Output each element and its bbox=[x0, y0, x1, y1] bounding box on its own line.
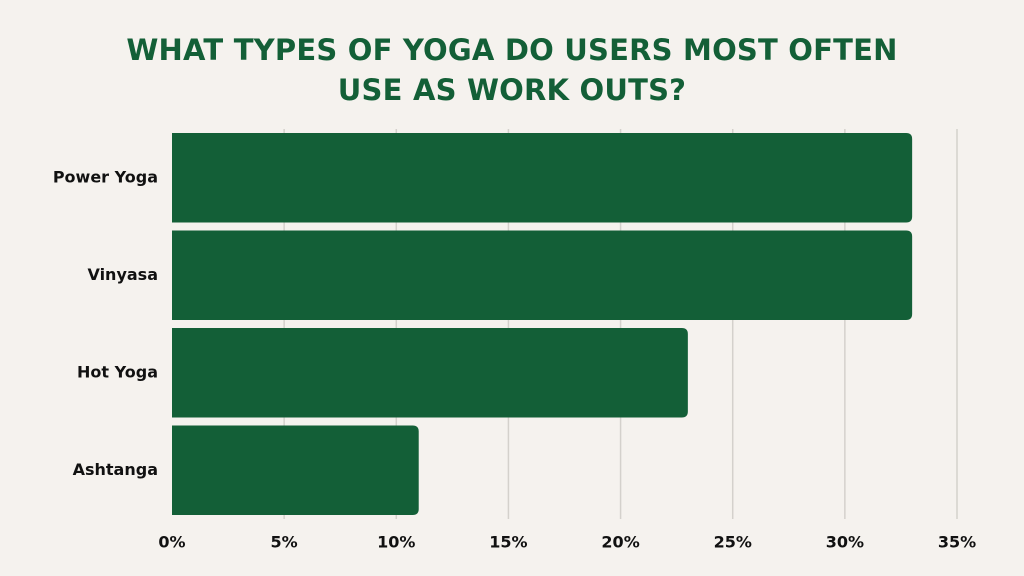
bar-vinyasa bbox=[172, 230, 913, 320]
x-tick-label-0: 0% bbox=[158, 533, 185, 552]
x-tick-label-20: 20% bbox=[601, 533, 639, 552]
x-tick-label-15: 15% bbox=[489, 533, 527, 552]
bar-ashtanga bbox=[172, 425, 419, 515]
x-tick-label-10: 10% bbox=[377, 533, 415, 552]
bar-power-yoga bbox=[172, 133, 913, 223]
category-labels: Power Yoga Vinyasa Hot Yoga Ashtanga bbox=[53, 167, 158, 479]
chart-title-line-2: USE AS WORK OUTS? bbox=[337, 73, 687, 107]
chart-title-line-1: WHAT TYPES OF YOGA DO USERS MOST OFTEN bbox=[126, 33, 898, 67]
x-tick-label-35: 35% bbox=[938, 533, 976, 552]
category-label-ashtanga: Ashtanga bbox=[73, 460, 158, 479]
category-label-power-yoga: Power Yoga bbox=[53, 167, 158, 186]
x-tick-labels: 0% 5% 10% 15% 20% 25% 30% 35% bbox=[158, 533, 976, 552]
category-label-hot-yoga: Hot Yoga bbox=[77, 362, 158, 381]
bars bbox=[172, 133, 913, 515]
x-tick-label-30: 30% bbox=[826, 533, 864, 552]
bar-hot-yoga bbox=[172, 328, 688, 418]
x-tick-label-25: 25% bbox=[714, 533, 752, 552]
chart-title: WHAT TYPES OF YOGA DO USERS MOST OFTEN U… bbox=[112, 30, 912, 110]
category-label-vinyasa: Vinyasa bbox=[87, 265, 158, 284]
x-tick-label-5: 5% bbox=[271, 533, 298, 552]
